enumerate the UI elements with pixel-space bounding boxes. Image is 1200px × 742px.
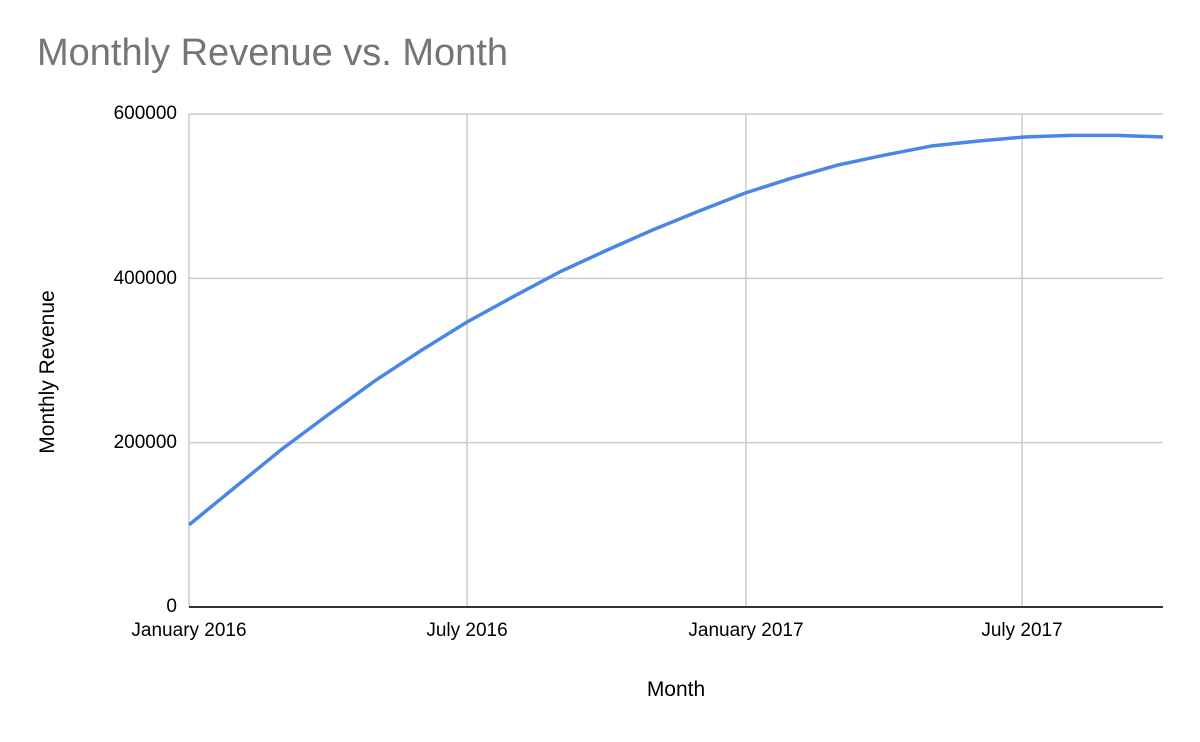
- y-tick-label: 0: [166, 596, 177, 617]
- y-tick-label: 600000: [113, 103, 177, 124]
- y-axis-title: Monthly Revenue: [36, 290, 59, 454]
- revenue-line: [187, 133, 1164, 527]
- x-tick-label: January 2017: [688, 620, 804, 641]
- y-tick-label: 200000: [113, 432, 177, 453]
- y-tick-label: 400000: [113, 268, 177, 289]
- x-tick-label: July 2017: [981, 620, 1063, 641]
- x-tick-label: July 2016: [426, 620, 508, 641]
- x-axis-title: Month: [646, 678, 706, 701]
- chart-title: Monthly Revenue vs. Month: [37, 32, 509, 74]
- x-tick-label: January 2016: [131, 620, 247, 641]
